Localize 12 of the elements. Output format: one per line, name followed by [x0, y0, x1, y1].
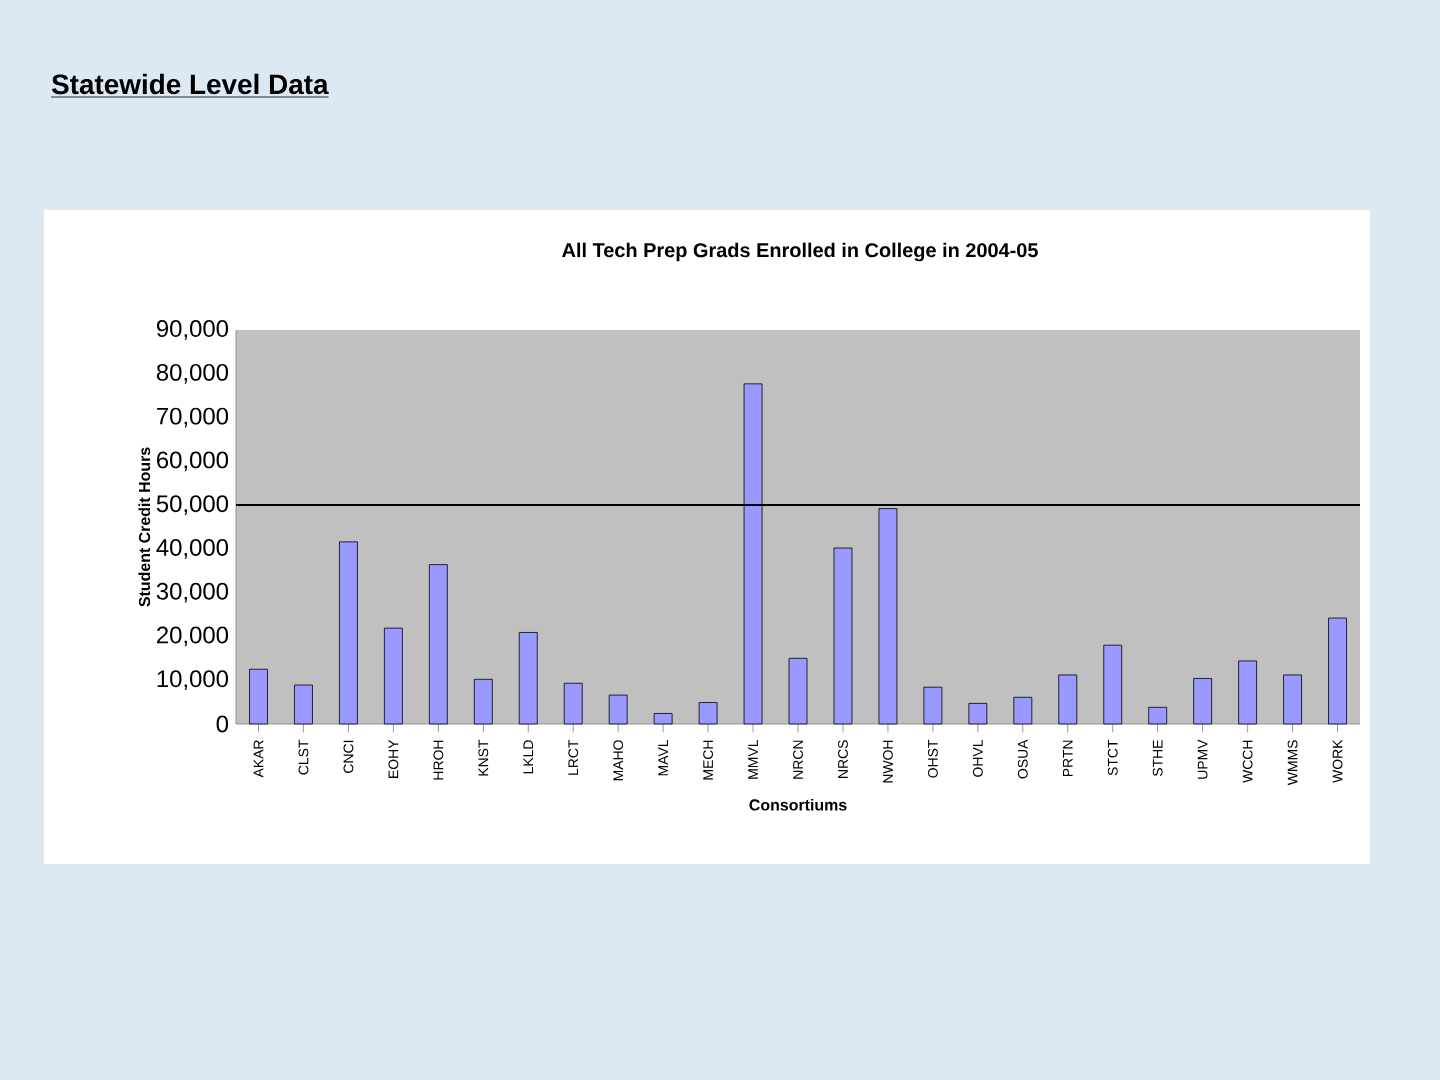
y-tick-label: 50,000 — [156, 495, 229, 515]
y-tick-label: 60,000 — [157, 451, 229, 472]
y-tick-label: 40,000 — [156, 539, 229, 559]
chart-title: Statewide Level Data — [51, 73, 329, 95]
y-tick-label: 80,000 — [156, 363, 229, 384]
y-tick-label: 90,000 — [156, 320, 229, 340]
y-tick-label: 0 — [216, 715, 229, 733]
chart-subtitle: All Tech Prep Grads Enrolled in College in 2004-05 — [562, 242, 1038, 262]
y-tick-label: 30,000 — [156, 582, 229, 603]
y-tick-label: 20,000 — [157, 626, 229, 647]
y-tick-label: 10,000 — [157, 670, 229, 691]
y-tick-label: 70,000 — [157, 407, 229, 428]
